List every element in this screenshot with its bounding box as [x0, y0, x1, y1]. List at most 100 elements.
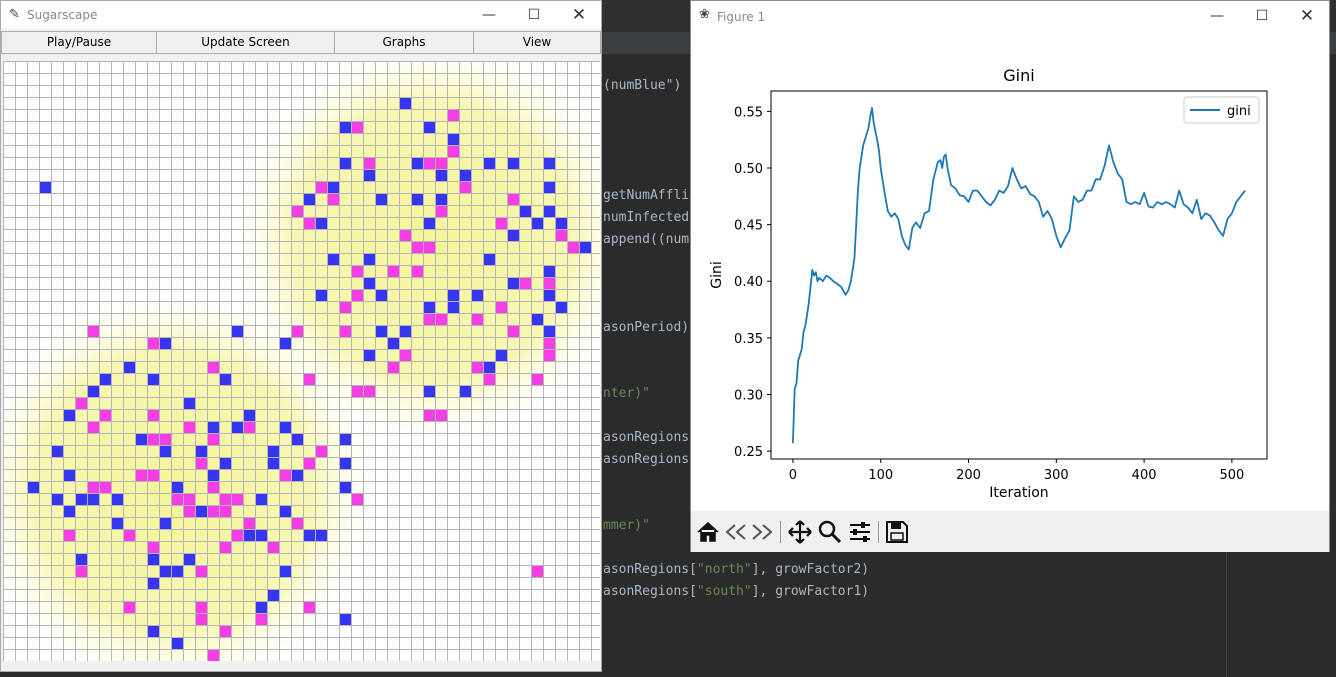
agent-pink: [316, 182, 327, 193]
x-tick-label: 100: [868, 468, 893, 483]
agent-blue: [112, 518, 123, 529]
agent-blue: [424, 386, 435, 397]
agent-pink: [436, 158, 447, 169]
agent-pink: [208, 482, 219, 493]
gini-chart: Gini 0 100 200 300 400 500 0.25 0.30 0.35 0.40 0.45…: [709, 66, 1268, 501]
agent-blue: [244, 410, 255, 421]
update-screen-button[interactable]: Update Screen: [156, 31, 335, 54]
configure-subplots-icon[interactable]: [847, 519, 873, 545]
agent-blue: [364, 350, 375, 361]
figure-close-button[interactable]: ✕: [1299, 6, 1315, 26]
code-line: (numBlue"): [603, 78, 682, 93]
agent-blue: [460, 386, 471, 397]
x-axis-label: Iteration: [989, 485, 1048, 501]
agent-blue: [532, 314, 543, 325]
agent-pink: [184, 506, 195, 517]
y-tick-label: 0.40: [734, 275, 763, 290]
agent-pink: [400, 350, 411, 361]
grid-lines: [3, 61, 600, 661]
home-icon[interactable]: [695, 519, 721, 545]
agent-blue: [244, 530, 255, 541]
minimize-button[interactable]: —: [482, 7, 496, 23]
agent-blue: [364, 254, 375, 265]
agent-blue: [364, 278, 375, 289]
agent-blue: [280, 338, 291, 349]
sugarscape-grid[interactable]: [3, 61, 600, 661]
agent-blue: [172, 482, 183, 493]
agent-blue: [88, 494, 99, 505]
agent-blue: [292, 470, 303, 481]
agent-blue: [268, 446, 279, 457]
agent-blue: [544, 182, 555, 193]
agent-pink: [196, 566, 207, 577]
agent-pink: [148, 410, 159, 421]
y-tick-label: 0.30: [734, 388, 763, 403]
sugarscape-toolbar: Play/Pause Update Screen Graphs View: [1, 31, 601, 55]
agent-blue: [448, 290, 459, 301]
agent-blue: [208, 422, 219, 433]
zoom-icon[interactable]: [817, 519, 843, 545]
agent-blue: [100, 374, 111, 385]
agent-blue: [340, 434, 351, 445]
graphs-button[interactable]: Graphs: [334, 31, 474, 54]
save-icon[interactable]: [884, 519, 910, 545]
maximize-button[interactable]: ☐: [527, 7, 541, 23]
agent-pink: [340, 302, 351, 313]
legend: gini: [1183, 96, 1260, 124]
agent-pink: [232, 530, 243, 541]
chart-title: Gini: [1003, 66, 1034, 85]
y-axis-label: Gini: [709, 261, 725, 289]
agent-blue: [388, 338, 399, 349]
agent-blue: [184, 554, 195, 565]
agent-blue: [256, 602, 267, 613]
agent-blue: [232, 422, 243, 433]
figure-minimize-button[interactable]: —: [1210, 8, 1224, 24]
agent-pink: [232, 494, 243, 505]
agent-blue: [340, 158, 351, 169]
agent-pink: [64, 530, 75, 541]
agent-pink: [124, 602, 135, 613]
close-button[interactable]: ✕: [571, 5, 587, 25]
agent-blue: [460, 170, 471, 181]
agent-blue: [148, 554, 159, 565]
agent-pink: [280, 470, 291, 481]
code-line: nter)": [603, 386, 650, 401]
agent-pink: [532, 566, 543, 577]
play-pause-button[interactable]: Play/Pause: [1, 31, 157, 54]
agent-blue: [448, 134, 459, 145]
agent-pink: [196, 614, 207, 625]
agent-pink: [292, 326, 303, 337]
agent-blue: [316, 530, 327, 541]
code-line: mmer)": [603, 518, 650, 533]
forward-icon[interactable]: [749, 519, 775, 545]
toolbar-separator: [878, 521, 879, 543]
agent-blue: [172, 566, 183, 577]
agent-pink: [568, 242, 579, 253]
agent-pink: [208, 434, 219, 445]
figure-maximize-button[interactable]: ☐: [1255, 8, 1269, 24]
agent-pink: [472, 362, 483, 373]
agent-pink: [412, 242, 423, 253]
x-tick-label: 400: [1132, 468, 1157, 483]
agent-pink: [472, 314, 483, 325]
pan-icon[interactable]: [787, 519, 813, 545]
matplotlib-icon: ❀: [699, 7, 710, 22]
agent-pink: [244, 518, 255, 529]
agent-blue: [532, 218, 543, 229]
view-button[interactable]: View: [473, 31, 601, 54]
agent-pink: [424, 410, 435, 421]
agent-pink: [268, 542, 279, 553]
agent-pink: [256, 614, 267, 625]
agent-blue: [40, 182, 51, 193]
sugarscape-title-bar[interactable]: ✎ Sugarscape — ☐ ✕: [1, 1, 601, 29]
x-tick-label: 200: [956, 468, 981, 483]
agent-blue: [400, 326, 411, 337]
agent-blue: [340, 614, 351, 625]
agent-pink: [352, 122, 363, 133]
agent-blue: [292, 434, 303, 445]
agent-pink: [436, 314, 447, 325]
figure-title: Figure 1: [717, 10, 766, 24]
agent-blue: [268, 590, 279, 601]
back-icon[interactable]: [723, 519, 749, 545]
figure-title-bar[interactable]: ❀ Figure 1 — ☐ ✕: [691, 1, 1329, 31]
